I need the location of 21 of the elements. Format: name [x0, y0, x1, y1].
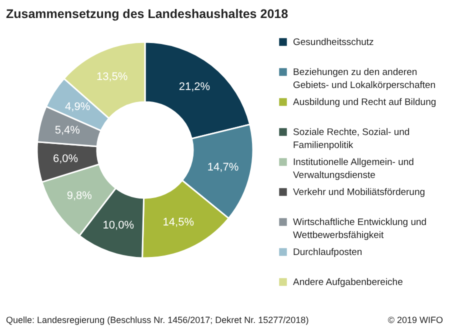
chart-title: Zusammensetzung des Landeshaushaltes 2018 — [6, 7, 288, 21]
legend-label: Gesundheitsschutz — [293, 37, 374, 48]
legend-label: Institutionelle Allgemein- und Verwaltungsdienste — [293, 157, 414, 181]
source-note: Quelle: Landesregierung (Beschluss Nr. 1456/2017; Dekret Nr. 15277/2018) — [6, 315, 309, 325]
data-label: 14,5% — [162, 216, 194, 229]
legend-label: Ausbildung und Recht auf Bildung — [293, 97, 436, 108]
data-label: 9,8% — [66, 190, 92, 202]
legend-label: Andere Aufgabenbereiche — [293, 277, 403, 288]
legend-label: Soziale Rechte, Sozial- und Familienpolitik — [293, 127, 410, 151]
data-label: 13,5% — [96, 71, 128, 84]
data-label: 6,0% — [52, 153, 78, 166]
legend-label: Beziehungen zu den anderen Gebiets- und Lokalkörperschaften — [293, 67, 436, 91]
legend-label: Verkehr und Mobiliätsförderung — [293, 187, 426, 198]
data-label: 14,7% — [207, 162, 239, 174]
data-label: 5,4% — [54, 124, 80, 137]
text: © 2019 WIFO — [388, 315, 443, 325]
data-label: 4,9% — [65, 100, 90, 113]
data-label: 21,2% — [178, 81, 210, 94]
legend-label: Wirtschaftliche Entwicklung und Wettbewerbsfähigkeit — [293, 217, 427, 241]
legend-label: Durchlaufposten — [293, 247, 362, 258]
data-label: 10,0% — [102, 219, 134, 232]
